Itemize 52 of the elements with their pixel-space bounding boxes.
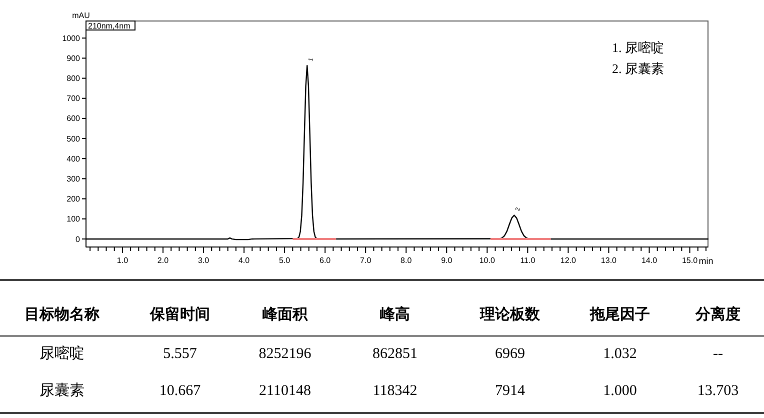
- text: 10.667: [159, 383, 202, 399]
- x-tick-label: 11.0: [520, 256, 536, 265]
- y-axis-title: mAU: [72, 11, 90, 20]
- category-label: 拖尾因子: [589, 306, 650, 323]
- x-tick-label: 8.0: [400, 256, 412, 265]
- x-tick-label: 15.0: [682, 256, 698, 265]
- category-label: 理论板数: [479, 306, 541, 323]
- text: 尿嘧啶: [40, 345, 84, 362]
- category-label: 峰面积: [262, 306, 308, 323]
- category-label: 目标物名称: [24, 306, 100, 323]
- text: 6969: [495, 346, 525, 362]
- y-tick-label: 300: [66, 174, 81, 184]
- text: 1.000: [603, 383, 637, 399]
- text: 7914: [495, 383, 526, 399]
- text: 13.703: [697, 383, 739, 399]
- annotation: 210nm,4nm: [88, 22, 131, 30]
- category-label: 峰高: [380, 305, 410, 323]
- text: 862851: [372, 346, 418, 362]
- x-tick-label: 5.0: [278, 256, 291, 265]
- x-tick-label: 9.0: [441, 256, 453, 265]
- y-tick-label: 100: [66, 214, 81, 224]
- y-tick-label: 700: [66, 94, 81, 104]
- x-tick-label: 2.0: [157, 256, 170, 265]
- x-tick-label: 6.0: [320, 256, 332, 265]
- y-tick-label: 400: [66, 154, 81, 164]
- x-tick-label: 10.0: [479, 256, 496, 265]
- category-label: 保留时间: [149, 306, 210, 323]
- x-tick-label: 7.0: [360, 256, 372, 265]
- x-tick-label: 12.0: [560, 256, 577, 265]
- y-tick-label: 0: [76, 234, 81, 244]
- x-tick-label: 4.0: [238, 256, 250, 265]
- y-tick-label: 600: [66, 114, 81, 124]
- text: 2110148: [259, 383, 311, 399]
- category-label: 分离度: [694, 305, 740, 323]
- text: --: [713, 346, 723, 362]
- x-tick-label: 14.0: [641, 256, 658, 265]
- y-tick-label: 900: [66, 54, 81, 63]
- text: 118342: [372, 383, 418, 399]
- annotation: 1. 尿嘧啶: [612, 40, 664, 55]
- y-tick-label: 500: [66, 134, 81, 144]
- y-tick-label: 200: [66, 194, 81, 204]
- x-tick-label: 13.0: [600, 256, 618, 265]
- x-tick-label: 1.0: [116, 256, 129, 265]
- text: 5.557: [163, 346, 198, 362]
- text: 1.032: [603, 346, 637, 362]
- text: 8252196: [258, 346, 312, 362]
- x-tick-label: 3.0: [198, 256, 210, 265]
- annotation: 2. 尿囊素: [612, 61, 664, 76]
- x-axis-title: min: [698, 256, 714, 266]
- y-tick-label: 1000: [62, 34, 81, 43]
- y-tick-label: 800: [66, 74, 81, 84]
- text: 尿囊素: [40, 382, 84, 399]
